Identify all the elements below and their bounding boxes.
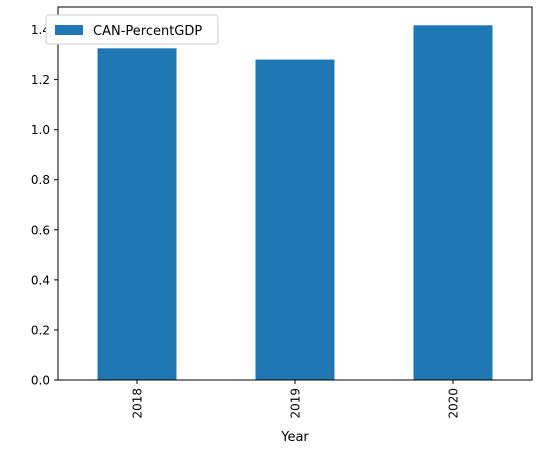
y-tick-label: 0.0 xyxy=(31,374,50,388)
x-tick-label: 2019 xyxy=(289,388,303,419)
bars-group xyxy=(97,25,493,381)
x-tick-label: 2020 xyxy=(447,388,461,419)
x-axis: 2018 2019 2020 xyxy=(131,380,461,419)
x-axis-label: Year xyxy=(280,430,309,445)
legend-swatch xyxy=(55,25,83,35)
bar-2018 xyxy=(97,48,177,381)
y-tick-label: 0.8 xyxy=(31,173,50,187)
x-tick-label: 2018 xyxy=(131,388,145,419)
y-tick-label: 0.2 xyxy=(31,323,50,337)
y-tick-label: 0.4 xyxy=(31,273,50,287)
y-tick-label: 1.0 xyxy=(31,123,50,137)
y-tick-label: 1.4 xyxy=(31,23,50,37)
y-tick-label: 0.6 xyxy=(31,223,50,237)
y-axis: 0.0 0.2 0.4 0.6 0.8 1.0 1.2 1.4 xyxy=(31,23,58,388)
bar-2019 xyxy=(255,59,335,380)
legend-label: CAN-PercentGDP xyxy=(93,24,202,39)
legend: CAN-PercentGDP xyxy=(45,14,219,45)
y-tick-label: 1.2 xyxy=(31,73,50,87)
plot-frame xyxy=(57,6,533,381)
legend-box xyxy=(45,14,219,45)
bar-2020 xyxy=(413,25,493,381)
